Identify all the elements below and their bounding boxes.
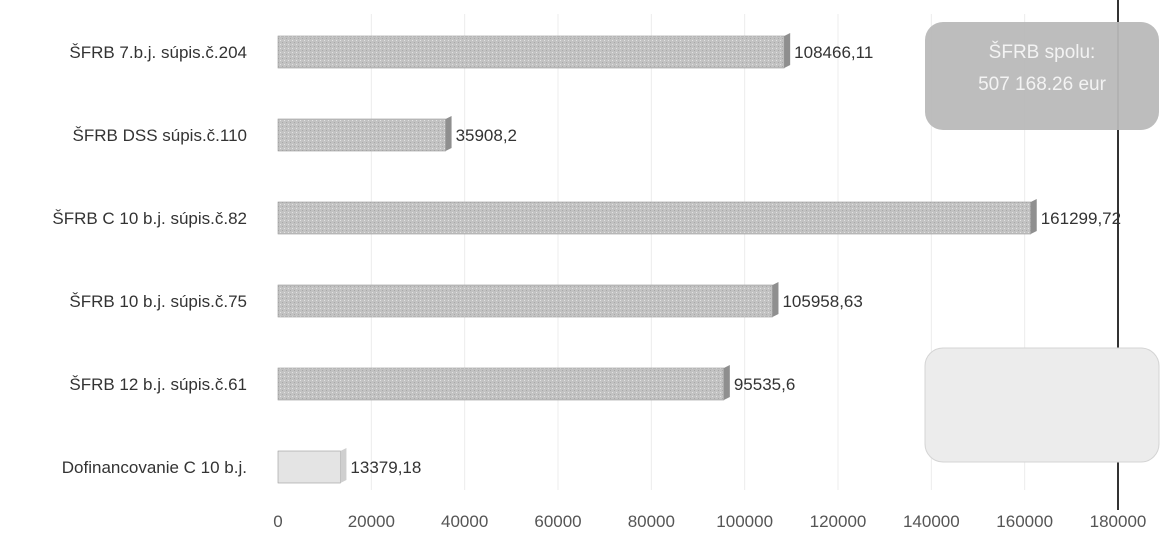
annotation-text: ŠFRB spolu: (989, 41, 1096, 63)
data-label: 161299,72 (1041, 209, 1121, 228)
category-label: ŠFRB DSS súpis.č.110 (73, 126, 247, 145)
total-annotation: ŠFRB spolu: 507 168.26 eur (925, 22, 1159, 130)
category-labels: ŠFRB 7.b.j. súpis.č.204 ŠFRB DSS súpis.č.… (52, 43, 247, 477)
bar (277, 33, 791, 69)
category-label: ŠFRB 7.b.j. súpis.č.204 (69, 43, 247, 62)
bar (277, 282, 779, 318)
x-tick-label: 20000 (348, 512, 395, 531)
x-tick-label: 0 (273, 512, 282, 531)
category-label: Dofinancovanie C 10 b.j. (62, 458, 247, 477)
bar (277, 116, 452, 152)
x-tick-label: 180000 (1090, 512, 1147, 531)
bar (277, 365, 730, 401)
data-label: 95535,6 (734, 375, 795, 394)
data-label: 13379,18 (350, 458, 421, 477)
category-label: ŠFRB 10 b.j. súpis.č.75 (69, 292, 247, 311)
bars (277, 33, 1037, 484)
secondary-annotation (924, 347, 1160, 463)
annotation-text: 507 168.26 eur (978, 74, 1107, 95)
data-label: 35908,2 (456, 126, 517, 145)
data-label: 105958,63 (782, 292, 862, 311)
value-labels: 108466,11 35908,2 161299,72 105958,63 95535,… (350, 43, 1121, 477)
bar (277, 199, 1037, 235)
annotations: ŠFRB spolu: 507 168.26 eur (924, 22, 1160, 463)
x-tick-label: 140000 (903, 512, 960, 531)
bar (277, 448, 347, 484)
x-tick-label: 40000 (441, 512, 488, 531)
x-tick-label: 100000 (716, 512, 773, 531)
category-label: ŠFRB 12 b.j. súpis.č.61 (69, 375, 247, 394)
x-tick-label: 120000 (810, 512, 867, 531)
x-tick-label: 80000 (628, 512, 675, 531)
category-label: ŠFRB C 10 b.j. súpis.č.82 (52, 209, 247, 228)
data-label: 108466,11 (794, 43, 873, 62)
x-tick-label: 60000 (534, 512, 581, 531)
x-tick-label: 160000 (996, 512, 1053, 531)
